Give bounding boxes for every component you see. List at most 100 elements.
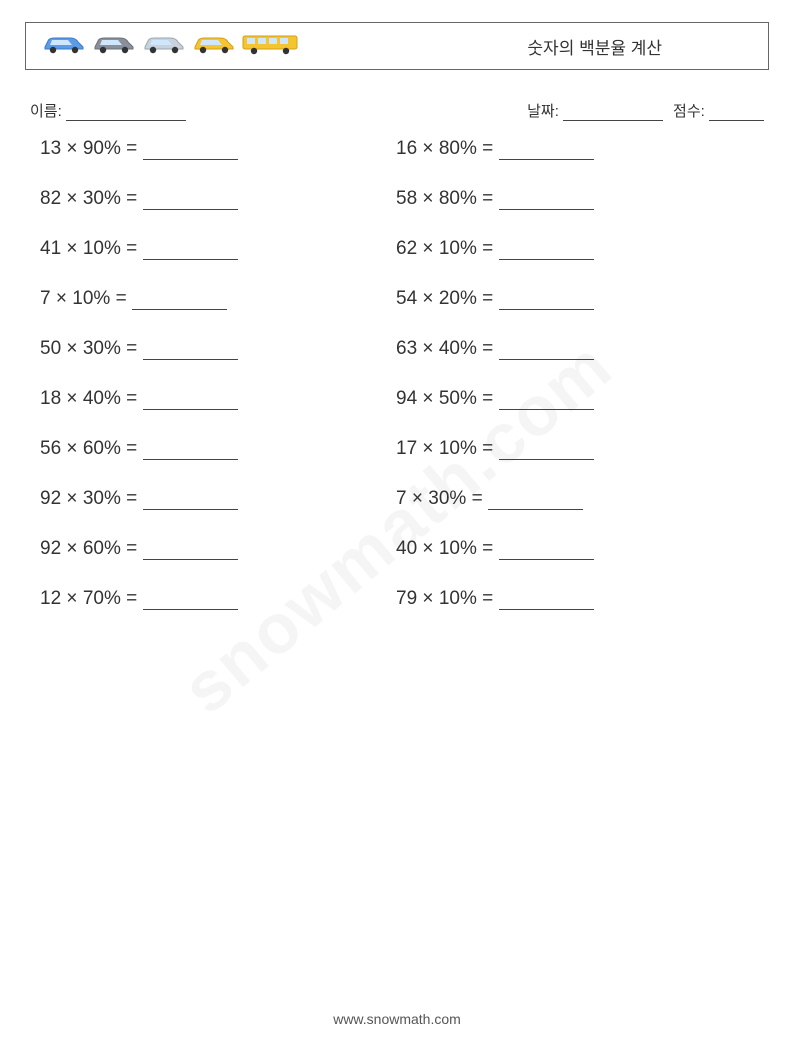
operator: ×: [422, 338, 433, 359]
operand-a: 7: [396, 488, 407, 509]
equals: =: [482, 538, 493, 559]
problem-left: 18 × 40% =: [40, 388, 396, 410]
date-blank[interactable]: [563, 105, 663, 121]
operator: ×: [422, 388, 433, 409]
problem-left: 13 × 90% =: [40, 138, 396, 160]
operand-p: 30%: [83, 488, 121, 509]
operand-a: 17: [396, 438, 417, 459]
problem-left: 82 × 30% =: [40, 188, 396, 210]
problem-left: 50 × 30% =: [40, 338, 396, 360]
operator: ×: [66, 238, 77, 259]
name-field: 이름:: [30, 100, 186, 121]
equals: =: [126, 238, 137, 259]
answer-blank[interactable]: [143, 144, 238, 160]
answer-blank[interactable]: [499, 244, 594, 260]
problem-right: 63 × 40% =: [396, 338, 752, 360]
operator: ×: [66, 338, 77, 359]
operator: ×: [66, 388, 77, 409]
vehicle-icon: [192, 33, 236, 60]
equals: =: [482, 238, 493, 259]
problem-left: 92 × 60% =: [40, 538, 396, 560]
footer-url: www.snowmath.com: [0, 1011, 794, 1027]
answer-blank[interactable]: [499, 594, 594, 610]
operand-p: 10%: [439, 588, 477, 609]
equals: =: [126, 388, 137, 409]
operand-a: 56: [40, 438, 61, 459]
operand-a: 92: [40, 488, 61, 509]
operator: ×: [56, 288, 67, 309]
answer-blank[interactable]: [132, 294, 227, 310]
problems-grid: 13 × 90% = 16 × 80% = 82 × 30% = 58 × 80…: [40, 138, 752, 610]
score-label: 점수:: [673, 103, 705, 120]
operand-p: 60%: [83, 538, 121, 559]
operand-p: 10%: [439, 538, 477, 559]
problem-right: 58 × 80% =: [396, 188, 752, 210]
problem-left: 7 × 10% =: [40, 288, 396, 310]
answer-blank[interactable]: [499, 144, 594, 160]
problem-left: 12 × 70% =: [40, 588, 396, 610]
car-icon: [42, 33, 86, 55]
operand-p: 40%: [83, 388, 121, 409]
operator: ×: [66, 588, 77, 609]
operator: ×: [422, 438, 433, 459]
operator: ×: [422, 188, 433, 209]
answer-blank[interactable]: [143, 544, 238, 560]
vehicle-icon: [142, 33, 186, 60]
problem-right: 94 × 50% =: [396, 388, 752, 410]
operand-a: 13: [40, 138, 61, 159]
name-label: 이름:: [30, 103, 62, 120]
answer-blank[interactable]: [499, 194, 594, 210]
equals: =: [482, 588, 493, 609]
answer-blank[interactable]: [488, 494, 583, 510]
answer-blank[interactable]: [143, 444, 238, 460]
operand-a: 79: [396, 588, 417, 609]
header-box: 숫자의 백분율 계산: [25, 22, 769, 70]
equals: =: [482, 388, 493, 409]
name-blank[interactable]: [66, 105, 186, 121]
equals: =: [482, 438, 493, 459]
operand-a: 54: [396, 288, 417, 309]
answer-blank[interactable]: [499, 394, 594, 410]
operand-a: 40: [396, 538, 417, 559]
equals: =: [126, 188, 137, 209]
operand-p: 80%: [439, 188, 477, 209]
problem-right: 16 × 80% =: [396, 138, 752, 160]
equals: =: [126, 138, 137, 159]
answer-blank[interactable]: [499, 294, 594, 310]
equals: =: [482, 338, 493, 359]
problem-left: 56 × 60% =: [40, 438, 396, 460]
operand-p: 30%: [83, 188, 121, 209]
equals: =: [126, 538, 137, 559]
answer-blank[interactable]: [499, 444, 594, 460]
answer-blank[interactable]: [143, 594, 238, 610]
operand-a: 16: [396, 138, 417, 159]
vehicle-icon: [92, 33, 136, 60]
answer-blank[interactable]: [143, 194, 238, 210]
operand-a: 62: [396, 238, 417, 259]
operand-p: 50%: [439, 388, 477, 409]
operand-a: 12: [40, 588, 61, 609]
answer-blank[interactable]: [499, 344, 594, 360]
operand-p: 10%: [72, 288, 110, 309]
operand-p: 60%: [83, 438, 121, 459]
vehicle-row: [42, 33, 298, 60]
operand-p: 90%: [83, 138, 121, 159]
operator: ×: [422, 588, 433, 609]
info-row: 이름: 날짜: 점수:: [30, 96, 764, 124]
operator: ×: [422, 238, 433, 259]
answer-blank[interactable]: [143, 344, 238, 360]
problem-left: 92 × 30% =: [40, 488, 396, 510]
operand-a: 63: [396, 338, 417, 359]
date-field: 날짜:: [527, 100, 663, 121]
answer-blank[interactable]: [143, 494, 238, 510]
operator: ×: [422, 538, 433, 559]
score-field: 점수:: [673, 100, 764, 121]
answer-blank[interactable]: [143, 244, 238, 260]
operand-a: 18: [40, 388, 61, 409]
score-blank[interactable]: [709, 105, 764, 121]
operand-p: 10%: [83, 238, 121, 259]
answer-blank[interactable]: [499, 544, 594, 560]
operator: ×: [66, 438, 77, 459]
equals: =: [126, 488, 137, 509]
answer-blank[interactable]: [143, 394, 238, 410]
